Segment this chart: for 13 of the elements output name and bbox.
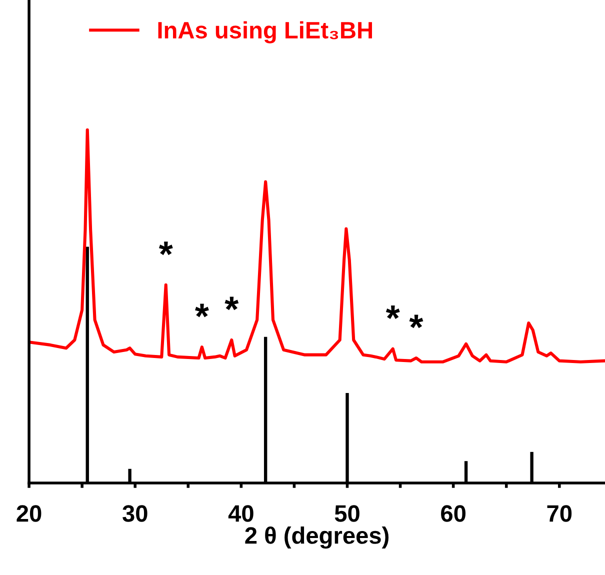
x-tick-label: 20 [16, 505, 42, 522]
x-axis-title: 2 θ (degrees) [245, 526, 388, 549]
x-tick-label: 40 [228, 505, 254, 522]
x-tick-label: 70 [547, 505, 572, 522]
annotation: * [224, 296, 239, 310]
annotation: * [386, 306, 400, 319]
annotation: * [158, 242, 173, 256]
annotation: * [195, 304, 209, 318]
legend-label: InAs using LiEt₃BH [158, 21, 372, 44]
x-tick-label: 30 [122, 505, 148, 522]
x-tick-label: 50 [334, 505, 360, 522]
x-tick-label: 60 [441, 505, 466, 522]
annotation: * [409, 314, 424, 328]
